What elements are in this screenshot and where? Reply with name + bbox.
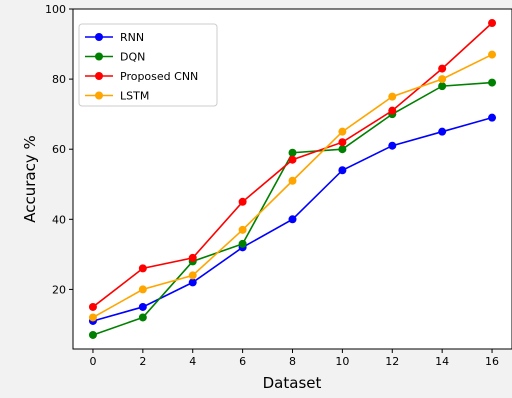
data-point-lstm — [138, 285, 147, 294]
data-point-rnn — [438, 127, 447, 136]
data-point-dqn — [88, 330, 97, 339]
x-tick-label: 6 — [239, 355, 246, 368]
legend-label: DQN — [120, 51, 145, 64]
data-point-lstm — [88, 313, 97, 322]
data-point-lstm — [338, 127, 347, 136]
legend: RNN DQN Proposed CNN LSTM — [78, 23, 218, 107]
data-point-rnn — [488, 113, 497, 122]
legend-label: Proposed CNN — [120, 70, 198, 83]
data-point-proposed-cnn — [388, 106, 397, 115]
series-lstm — [88, 50, 497, 322]
series-proposed-cnn — [88, 19, 497, 311]
data-point-dqn — [438, 82, 447, 91]
y-tick-label: 40 — [52, 213, 66, 226]
data-point-proposed-cnn — [188, 253, 197, 262]
legend-marker — [95, 33, 103, 41]
data-point-lstm — [488, 50, 497, 59]
data-point-lstm — [188, 271, 197, 280]
data-point-rnn — [138, 302, 147, 311]
data-point-dqn — [138, 313, 147, 322]
y-axis-label: Accuracy % — [21, 135, 39, 223]
data-point-dqn — [238, 239, 247, 248]
legend-marker — [95, 72, 103, 80]
data-point-rnn — [288, 215, 297, 224]
x-axis-ticks: 0 2 4 6 8 10 12 14 16 — [89, 349, 499, 368]
legend-label: RNN — [120, 31, 144, 44]
legend-item: Proposed CNN — [85, 70, 198, 83]
data-point-dqn — [338, 145, 347, 154]
series-layer — [88, 19, 497, 339]
data-point-rnn — [188, 278, 197, 287]
x-tick-label: 12 — [385, 355, 399, 368]
x-tick-label: 4 — [189, 355, 196, 368]
data-point-proposed-cnn — [488, 19, 497, 28]
legend-box — [78, 23, 218, 107]
x-tick-label: 0 — [89, 355, 96, 368]
data-point-lstm — [238, 225, 247, 234]
x-tick-label: 2 — [139, 355, 146, 368]
data-point-proposed-cnn — [138, 264, 147, 273]
data-point-proposed-cnn — [288, 155, 297, 164]
data-point-lstm — [288, 176, 297, 185]
legend-marker — [95, 52, 103, 61]
x-axis-label: Dataset — [263, 374, 322, 392]
y-tick-label: 60 — [52, 143, 66, 156]
data-point-lstm — [388, 92, 397, 101]
data-point-dqn — [288, 148, 297, 157]
legend-item: RNN — [85, 31, 144, 44]
x-tick-label: 8 — [289, 355, 296, 368]
y-tick-label: 80 — [52, 73, 66, 86]
x-tick-label: 16 — [485, 355, 499, 368]
data-point-proposed-cnn — [238, 197, 247, 206]
x-tick-label: 14 — [435, 355, 449, 368]
data-point-rnn — [338, 166, 347, 175]
data-point-dqn — [488, 78, 497, 87]
legend-item: LSTM — [85, 90, 149, 103]
legend-item: DQN — [85, 51, 145, 64]
y-tick-label: 100 — [45, 3, 66, 16]
legend-label: LSTM — [120, 90, 149, 103]
data-point-proposed-cnn — [338, 138, 347, 147]
y-tick-label: 20 — [52, 283, 66, 296]
data-point-lstm — [438, 75, 447, 84]
legend-marker — [95, 91, 103, 100]
y-axis-ticks: 20 40 60 80 100 — [45, 3, 73, 296]
data-point-proposed-cnn — [438, 64, 447, 73]
x-tick-label: 10 — [335, 355, 349, 368]
data-point-proposed-cnn — [88, 302, 97, 311]
data-point-rnn — [388, 141, 397, 150]
